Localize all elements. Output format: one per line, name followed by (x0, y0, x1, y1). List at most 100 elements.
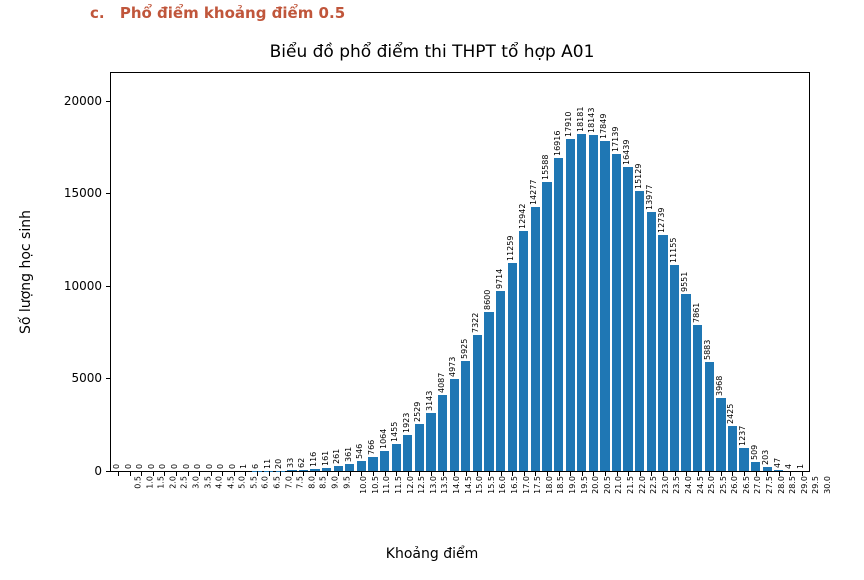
bar-value-label: 0 (170, 464, 179, 469)
x-tick-label: 13.5 (440, 476, 449, 494)
bar-value-label: 0 (182, 464, 191, 469)
x-tick-label: 5.0 (238, 476, 247, 489)
bar-value-label: 1 (796, 464, 805, 469)
x-tick-label: 3.5 (203, 476, 212, 489)
x-tick-label: 10.0 (359, 476, 368, 494)
x-tick-label: 16.0 (498, 476, 507, 494)
y-tick-mark (106, 286, 111, 287)
bar-value-label: 2425 (726, 404, 735, 424)
bar-value-label: 261 (332, 449, 341, 464)
y-tick-mark (106, 471, 111, 472)
bar-value-label: 8600 (483, 289, 492, 309)
x-tick-label: 14.0 (452, 476, 461, 494)
bar-value-label: 161 (321, 451, 330, 466)
bar-value-label: 12942 (518, 204, 527, 229)
bar-value-label: 0 (135, 464, 144, 469)
bar (554, 158, 563, 471)
bar (438, 395, 447, 471)
x-tick-label: 8.0 (308, 476, 317, 489)
x-tick-label: 21.0 (614, 476, 623, 494)
bar (705, 362, 714, 471)
x-tick-label: 25.5 (719, 476, 728, 494)
x-tick-mark (130, 471, 131, 476)
bar-value-label: 0 (124, 464, 133, 469)
x-tick-label: 8.5 (319, 476, 328, 489)
y-tick-label: 0 (50, 464, 102, 478)
x-tick-label: 26.5 (742, 476, 751, 494)
x-tick-label: 1.0 (145, 476, 154, 489)
y-tick-label: 5000 (50, 371, 102, 385)
bar (542, 182, 551, 471)
x-tick-label: 22.0 (637, 476, 646, 494)
bar (426, 413, 435, 471)
bar (484, 312, 493, 471)
bar (496, 291, 505, 471)
y-tick-label: 20000 (50, 94, 102, 108)
bar-value-label: 20 (274, 458, 283, 468)
bar (461, 361, 470, 471)
x-tick-label: 5.5 (250, 476, 259, 489)
y-tick-label: 10000 (50, 279, 102, 293)
bar (670, 265, 679, 471)
bar-value-label: 0 (205, 464, 214, 469)
x-tick-label: 6.5 (273, 476, 282, 489)
bar (693, 325, 702, 471)
x-tick-label: 4.5 (226, 476, 235, 489)
x-tick-label: 18.5 (556, 476, 565, 494)
bar-value-label: 11 (263, 459, 272, 469)
bar-value-label: 16916 (553, 130, 562, 155)
section-heading: c. Phổ điểm khoảng điểm 0.5 (90, 4, 345, 22)
x-tick-label: 27.0 (753, 476, 762, 494)
bar (566, 139, 575, 471)
x-tick-label: 28.0 (776, 476, 785, 494)
bar-value-label: 15129 (634, 164, 643, 189)
bar-value-label: 6 (251, 464, 260, 469)
bar (357, 461, 366, 471)
x-tick-label: 17.5 (533, 476, 542, 494)
bar-value-label: 1 (239, 464, 248, 469)
x-tick-label: 11.5 (394, 476, 403, 494)
bar-value-label: 9551 (680, 272, 689, 292)
x-tick-label: 6.0 (261, 476, 270, 489)
x-tick-label: 11.0 (382, 476, 391, 494)
y-tick-mark (106, 193, 111, 194)
x-tick-label: 29.5 (811, 476, 820, 494)
bar-value-label: 62 (297, 458, 306, 468)
x-tick-label: 0.5 (134, 476, 143, 489)
bar-value-label: 16439 (622, 139, 631, 164)
bar-value-label: 18181 (576, 107, 585, 132)
bar (681, 294, 690, 471)
bar-value-label: 12739 (657, 208, 666, 233)
bar-value-label: 0 (216, 464, 225, 469)
x-tick-label: 7.5 (296, 476, 305, 489)
y-tick-mark (106, 101, 111, 102)
bar (739, 448, 748, 471)
x-tick-label: 28.5 (788, 476, 797, 494)
x-tick-mark (118, 471, 119, 476)
bar-value-label: 0 (158, 464, 167, 469)
bar (658, 235, 667, 471)
bar-value-label: 766 (367, 440, 376, 455)
x-tick-label: 24.0 (684, 476, 693, 494)
bar (380, 451, 389, 471)
bar-value-label: 0 (228, 464, 237, 469)
x-tick-label: 27.5 (765, 476, 774, 494)
bar-value-label: 13977 (645, 185, 654, 210)
x-tick-label: 17.0 (521, 476, 530, 494)
bar-value-label: 18143 (587, 108, 596, 133)
bar (751, 462, 760, 471)
x-tick-label: 3.0 (192, 476, 201, 489)
x-tick-label: 7.0 (284, 476, 293, 489)
bar (635, 191, 644, 471)
bar-value-label: 0 (112, 464, 121, 469)
x-tick-label: 25.0 (707, 476, 716, 494)
x-tick-label: 4.0 (215, 476, 224, 489)
bar-value-label: 47 (773, 458, 782, 468)
bar (612, 154, 621, 471)
x-tick-label: 22.5 (649, 476, 658, 494)
x-tick-label: 20.5 (603, 476, 612, 494)
y-axis-label: Số lượng học sinh (18, 210, 34, 334)
bar (450, 379, 459, 471)
x-tick-label: 21.5 (626, 476, 635, 494)
bar-value-label: 17849 (599, 113, 608, 138)
